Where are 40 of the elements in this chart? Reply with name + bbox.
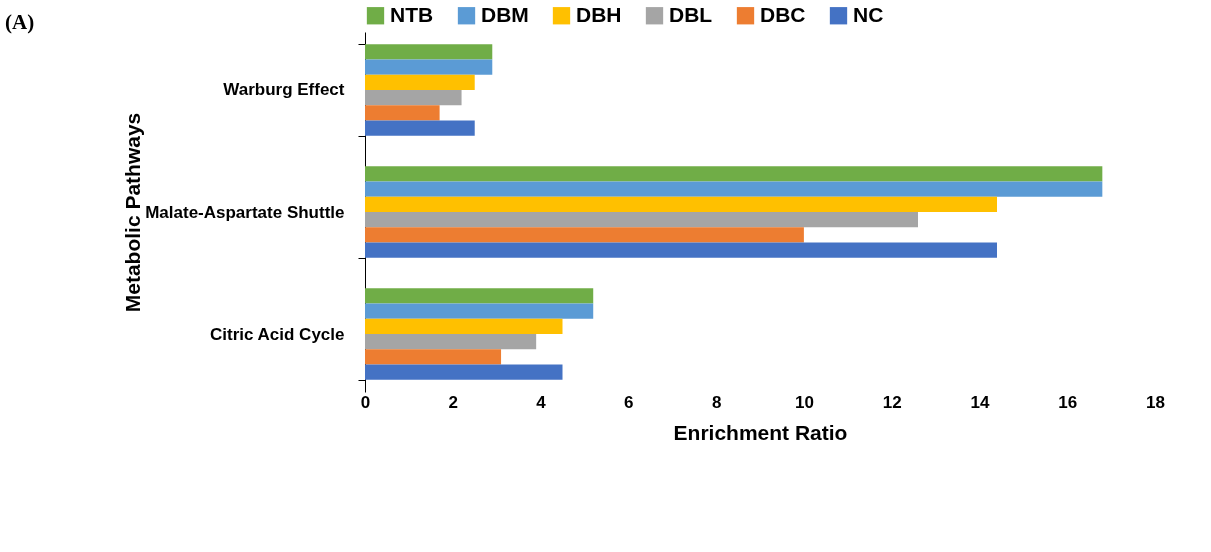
bar — [365, 334, 537, 350]
x-axis-title: Enrichment Ratio — [673, 420, 848, 444]
bar — [365, 212, 918, 228]
y-tick-label: Malate-Aspartate Shuttle — [145, 202, 345, 222]
bar — [365, 166, 1103, 182]
x-tick-label: 14 — [970, 392, 990, 412]
bar — [365, 227, 804, 243]
x-tick-label: 12 — [882, 392, 902, 412]
bar — [365, 288, 594, 304]
text: (A) — [5, 10, 35, 34]
legend-label: DBL — [669, 2, 713, 26]
x-tick-label: 16 — [1058, 392, 1078, 412]
bar — [365, 120, 475, 136]
bar — [365, 196, 997, 212]
legend-label: DBC — [760, 2, 806, 26]
bar — [365, 349, 502, 365]
bar — [365, 364, 563, 380]
bar — [365, 105, 440, 121]
x-tick-label: 18 — [1146, 392, 1165, 412]
legend-label: DBM — [481, 2, 529, 26]
x-tick-label: 0 — [360, 392, 371, 412]
x-tick-label: 8 — [711, 392, 722, 412]
y-axis-title: Metabolic Pathways — [120, 112, 144, 313]
bar — [365, 242, 997, 258]
bar — [365, 89, 462, 106]
bar — [365, 303, 594, 319]
legend-label: NTB — [390, 2, 434, 26]
y-tick-label: Warburg Effect — [223, 80, 345, 100]
legend-label: NC — [853, 2, 884, 26]
bar — [365, 181, 1103, 197]
x-tick-label: 2 — [448, 392, 459, 412]
bar — [365, 59, 493, 75]
x-tick-label: 4 — [536, 392, 547, 412]
bar — [365, 44, 493, 60]
bar — [365, 74, 475, 90]
bar — [365, 318, 563, 335]
x-tick-label: 6 — [624, 392, 634, 412]
legend-label: DBH — [576, 2, 622, 26]
y-tick-label: Citric Acid Cycle — [210, 324, 345, 344]
x-tick-label: 10 — [794, 392, 814, 412]
